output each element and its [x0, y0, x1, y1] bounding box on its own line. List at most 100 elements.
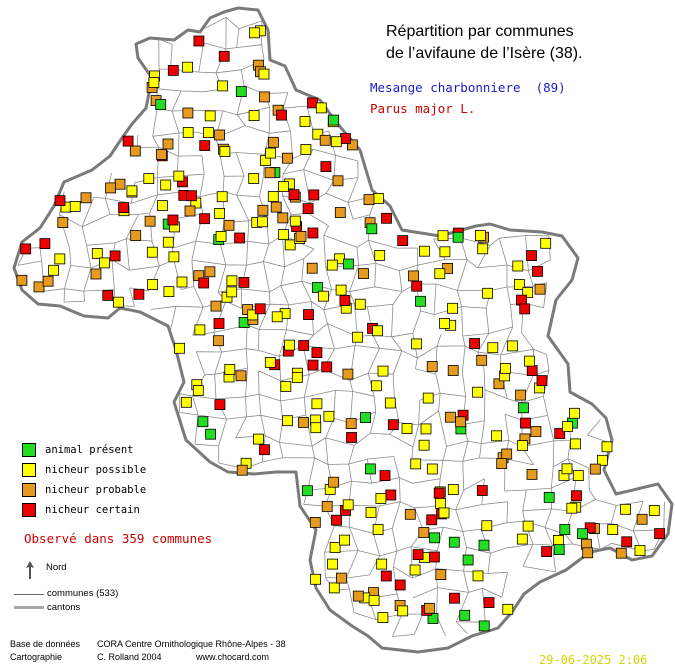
commune-marker-probable — [156, 148, 167, 160]
commune-marker-possible — [300, 144, 312, 155]
commune-marker-present — [366, 223, 378, 235]
commune-marker-possible — [517, 440, 528, 452]
commune-marker-probable — [335, 572, 347, 584]
commune-marker-probable — [332, 175, 344, 187]
commune-marker-probable — [90, 268, 102, 280]
commune-marker-possible — [219, 146, 231, 158]
commune-marker-possible — [514, 279, 525, 290]
legend-probable: nicheur probable — [22, 482, 146, 498]
commune-marker-possible — [570, 438, 581, 450]
commune-marker-possible — [248, 173, 260, 184]
commune-marker-probable — [105, 182, 116, 194]
commune-marker-possible — [422, 392, 434, 404]
commune-marker-probable — [80, 192, 92, 204]
commune-marker-certain — [298, 340, 310, 351]
commune-marker-possible — [607, 524, 619, 535]
commune-marker-certain — [532, 265, 543, 277]
commune-marker-probable — [534, 283, 546, 295]
commune-marker-probable — [476, 354, 488, 366]
commune-marker-possible — [569, 407, 580, 419]
commune-marker-possible — [329, 542, 341, 553]
commune-marker-possible — [516, 533, 528, 545]
commune-marker-possible — [502, 603, 514, 615]
commune-marker-possible — [507, 340, 518, 352]
north-label: Nord — [46, 562, 67, 573]
commune-marker-possible — [176, 276, 188, 288]
commune-marker-present — [343, 258, 354, 270]
commune-marker-present — [553, 544, 565, 555]
commune-marker-probable — [309, 517, 321, 528]
commune-marker-possible — [365, 506, 377, 518]
commune-marker-possible — [447, 302, 459, 314]
commune-marker-probable — [363, 194, 375, 206]
footer-date: 29-06-2025 2:06 — [539, 653, 648, 667]
commune-marker-certain — [519, 303, 531, 315]
commune-marker-possible — [597, 454, 608, 466]
commune-marker-certain — [428, 551, 440, 563]
commune-marker-probable — [346, 139, 358, 151]
commune-marker-certain — [433, 487, 445, 499]
commune-marker-probable — [210, 300, 222, 312]
commune-marker-possible — [401, 423, 413, 435]
map-title-line1: Répartition par communes — [386, 23, 574, 40]
commune-marker-possible — [91, 248, 103, 259]
commune-marker-probable — [298, 417, 309, 428]
commune-marker-certain — [198, 277, 210, 289]
commune-marker-possible — [173, 170, 185, 182]
commune-marker-present — [459, 609, 471, 621]
commune-marker-probable — [223, 219, 235, 231]
commune-marker-certain — [307, 227, 319, 239]
commune-marker-possible — [163, 286, 175, 298]
commune-marker-possible — [418, 245, 430, 257]
commune-marker-certain — [213, 318, 225, 329]
commune-marker-present — [155, 99, 167, 110]
commune-marker-possible — [372, 524, 384, 535]
commune-marker-possible — [524, 355, 535, 367]
commune-marker-probable — [435, 569, 447, 580]
commune-marker-possible — [439, 246, 451, 258]
commune-marker-certain — [214, 399, 226, 411]
commune-marker-possible — [214, 207, 226, 219]
commune-marker-probable — [267, 136, 279, 148]
commune-marker-possible — [374, 249, 386, 261]
commune-marker-present — [197, 416, 209, 428]
commune-marker-possible — [437, 230, 449, 242]
commune-marker-possible — [434, 268, 446, 280]
commune-marker-possible — [482, 287, 494, 299]
commune-marker-possible — [335, 284, 347, 296]
probable-swatch-icon — [22, 483, 36, 497]
commune-marker-possible — [278, 229, 290, 241]
commune-marker-probable — [582, 547, 594, 559]
commune-marker-certain — [346, 432, 357, 443]
commune-marker-possible — [522, 520, 534, 532]
commune-marker-certain — [379, 470, 391, 482]
commune-marker-certain — [380, 570, 392, 582]
commune-marker-present — [328, 114, 340, 126]
commune-marker-possible — [481, 520, 493, 532]
legend-probable-label: nicheur probable — [45, 484, 147, 496]
commune-marker-possible — [182, 127, 194, 138]
commune-marker-probable — [334, 207, 346, 218]
commune-marker-probable — [342, 368, 354, 380]
commune-marker-possible — [194, 324, 206, 336]
commune-marker-possible — [247, 309, 259, 321]
present-swatch-icon — [22, 443, 36, 457]
legend-possible-label: nicheur possible — [45, 464, 147, 476]
commune-marker-possible — [512, 260, 524, 272]
commune-marker-certain — [118, 202, 129, 214]
commune-marker-possible — [411, 338, 423, 350]
commune-marker-probable — [235, 370, 247, 382]
commune-marker-certain — [449, 592, 460, 604]
commune-marker-possible — [397, 605, 409, 617]
commune-marker-probable — [236, 464, 248, 476]
commune-marker-probable — [358, 268, 369, 280]
commune-marker-possible — [257, 216, 268, 228]
commune-marker-probable — [129, 145, 141, 157]
commune-marker-probable — [444, 411, 456, 423]
commune-marker-present — [478, 620, 490, 632]
commune-boundary-lines — [17, 16, 665, 637]
commune-marker-probable — [418, 527, 430, 538]
commune-marker-possible — [192, 385, 204, 397]
commune-marker-certain — [621, 536, 633, 548]
commune-marker-certain — [571, 490, 582, 502]
